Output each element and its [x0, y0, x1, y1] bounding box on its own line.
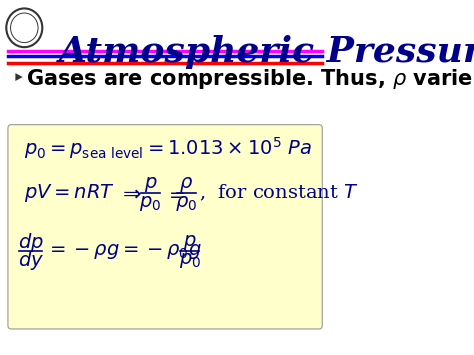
- Text: ‣: ‣: [11, 69, 24, 89]
- Text: ,  for constant $T$: , for constant $T$: [200, 183, 359, 203]
- Text: $p_0$: $p_0$: [179, 251, 201, 271]
- Text: Gases are compressible. Thus, $\rho$ varies!: Gases are compressible. Thus, $\rho$ var…: [26, 67, 474, 91]
- Text: $=$: $=$: [165, 184, 185, 203]
- Text: $p_0$: $p_0$: [139, 195, 162, 213]
- Text: $\Rightarrow$: $\Rightarrow$: [118, 183, 142, 203]
- Text: $pV = nRT$: $pV = nRT$: [24, 182, 115, 204]
- Text: $p$: $p$: [183, 233, 196, 252]
- Text: $\rho_0$: $\rho_0$: [175, 195, 198, 213]
- Text: $dy$: $dy$: [18, 250, 44, 273]
- Text: $= -\rho g = -\rho_0 g$: $= -\rho g = -\rho_0 g$: [46, 242, 201, 261]
- FancyBboxPatch shape: [8, 125, 322, 329]
- Text: $p$: $p$: [144, 175, 157, 194]
- Text: $p_0 = p_{\rm sea\ level} = 1.013\times10^5\ Pa$: $p_0 = p_{\rm sea\ level} = 1.013\times1…: [24, 135, 312, 160]
- Text: Atmospheric Pressure: Atmospheric Pressure: [59, 35, 474, 69]
- Text: $dp$: $dp$: [18, 231, 44, 254]
- Text: $\rho$: $\rho$: [179, 175, 193, 194]
